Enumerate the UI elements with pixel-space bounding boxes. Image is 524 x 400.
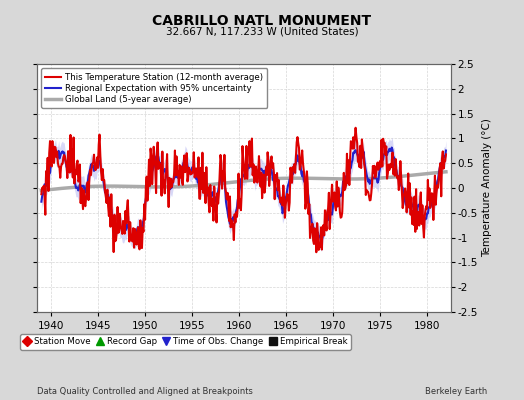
Text: CABRILLO NATL MONUMENT: CABRILLO NATL MONUMENT [152, 14, 372, 28]
Text: Data Quality Controlled and Aligned at Breakpoints: Data Quality Controlled and Aligned at B… [37, 387, 253, 396]
Legend: Station Move, Record Gap, Time of Obs. Change, Empirical Break: Station Move, Record Gap, Time of Obs. C… [20, 334, 351, 350]
Text: 32.667 N, 117.233 W (United States): 32.667 N, 117.233 W (United States) [166, 26, 358, 36]
Y-axis label: Temperature Anomaly (°C): Temperature Anomaly (°C) [482, 118, 492, 258]
Text: Berkeley Earth: Berkeley Earth [425, 387, 487, 396]
Legend: This Temperature Station (12-month average), Regional Expectation with 95% uncer: This Temperature Station (12-month avera… [41, 68, 267, 108]
